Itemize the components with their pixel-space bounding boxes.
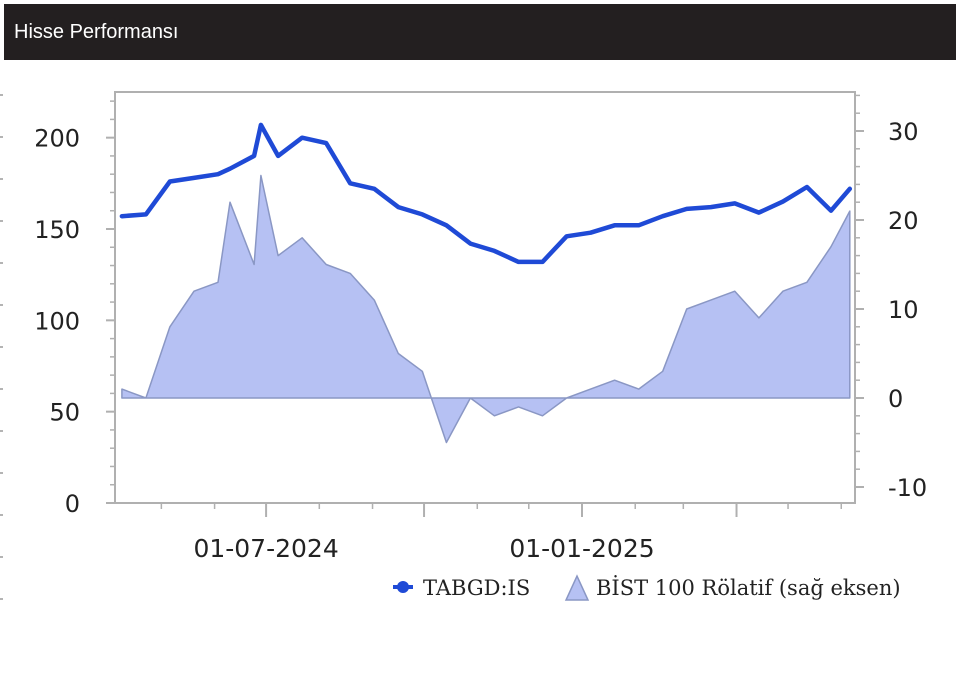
left-y-axis: 0 50 100 150 200 <box>34 100 115 518</box>
left-tick-label: 50 <box>49 399 80 427</box>
header-title: Hisse Performansı <box>14 21 179 43</box>
right-y-axis: -10 0 10 20 30 <box>855 94 927 502</box>
x-axis: 01-07-2024 01-01-2025 <box>160 503 843 563</box>
plot-frame <box>114 91 856 504</box>
right-tick-label: 0 <box>888 385 903 413</box>
right-tick-label: 20 <box>888 207 919 235</box>
x-tick-label: 01-07-2024 <box>193 534 338 563</box>
legend-relative-label: BİST 100 Rölatif (sağ eksen) <box>596 576 901 600</box>
relative-area-layer <box>121 174 851 444</box>
right-tick-label: 10 <box>888 296 919 324</box>
relative-area-series <box>121 174 851 444</box>
legend: TABGD:IS BİST 100 Rölatif (sağ eksen) <box>393 574 901 601</box>
left-edge-ticks <box>0 94 3 600</box>
right-tick-label: -10 <box>888 474 927 502</box>
left-tick-label: 150 <box>34 216 80 244</box>
header-bar: Hisse Performansı <box>4 4 956 60</box>
price-line-layer <box>119 122 853 265</box>
left-tick-label: 0 <box>65 490 80 518</box>
left-tick-label: 200 <box>34 125 80 153</box>
legend-price-dot-marker <box>397 581 409 593</box>
legend-price-label: TABGD:IS <box>423 576 530 600</box>
right-tick-label: 30 <box>888 118 919 146</box>
legend-relative-triangle-marker <box>564 574 590 601</box>
x-tick-label: 01-01-2025 <box>509 534 654 563</box>
left-tick-label: 100 <box>34 307 80 335</box>
plot-border <box>114 91 856 504</box>
price-line-series <box>119 122 853 265</box>
